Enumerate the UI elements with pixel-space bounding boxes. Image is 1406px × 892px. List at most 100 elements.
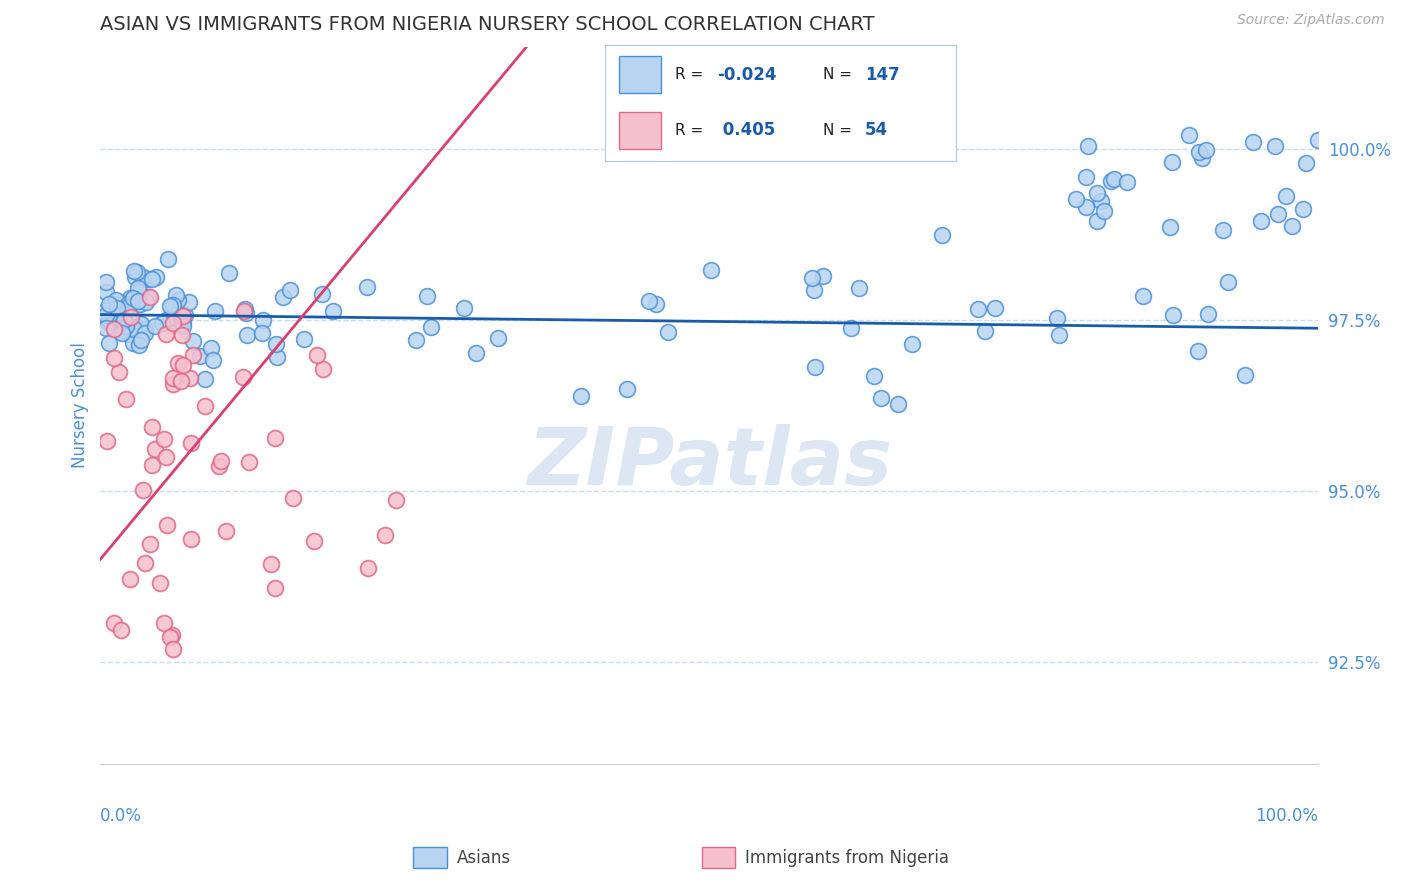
Point: [101, 306, 124, 320]
Point: [848, 281, 870, 295]
Point: [200, 341, 222, 355]
Point: [415, 289, 437, 303]
Point: [657, 326, 679, 340]
Point: [1295, 156, 1317, 170]
Point: [322, 303, 344, 318]
Point: [803, 359, 825, 374]
Point: [159, 310, 181, 325]
Point: [134, 326, 156, 341]
Text: R =: R =: [675, 67, 703, 82]
Point: [1085, 186, 1108, 200]
Text: 100.0%: 100.0%: [1256, 807, 1319, 825]
Point: [112, 319, 135, 334]
Point: [111, 326, 134, 340]
Text: -0.024: -0.024: [717, 66, 776, 84]
Point: [1160, 155, 1182, 169]
Bar: [619, 56, 661, 94]
Point: [143, 442, 166, 456]
Point: [131, 288, 153, 302]
Point: [278, 283, 301, 297]
Point: [1046, 311, 1069, 326]
Point: [159, 630, 181, 644]
Point: [465, 346, 488, 360]
Point: [305, 348, 328, 362]
Point: [115, 317, 138, 331]
Point: [294, 332, 316, 346]
Point: [105, 293, 128, 307]
Point: [122, 291, 145, 305]
Point: [250, 326, 273, 340]
Point: [420, 320, 443, 334]
Point: [141, 458, 163, 472]
Point: [1047, 327, 1070, 342]
Point: [304, 534, 326, 549]
Point: [150, 316, 173, 330]
Point: [180, 532, 202, 546]
Text: ASIAN VS IMMIGRANTS FROM NIGERIA NURSERY SCHOOL CORRELATION CHART: ASIAN VS IMMIGRANTS FROM NIGERIA NURSERY…: [100, 15, 875, 34]
Point: [131, 270, 153, 285]
Point: [103, 351, 125, 365]
Point: [1187, 343, 1209, 358]
Point: [1250, 213, 1272, 227]
Point: [121, 335, 143, 350]
Text: ZIPatlas: ZIPatlas: [527, 424, 891, 502]
Point: [96, 313, 118, 327]
Point: [111, 315, 134, 329]
Y-axis label: Nursery School: Nursery School: [72, 343, 89, 468]
Point: [172, 309, 194, 323]
Point: [96, 311, 118, 326]
Point: [1161, 308, 1184, 322]
Point: [1092, 204, 1115, 219]
Point: [194, 399, 217, 413]
Point: [209, 453, 232, 467]
Point: [120, 310, 142, 325]
Point: [159, 300, 181, 314]
Point: [271, 290, 294, 304]
Point: [156, 518, 179, 533]
Text: N =: N =: [823, 67, 852, 82]
Point: [96, 285, 118, 299]
Point: [1099, 174, 1122, 188]
Text: Asians: Asians: [457, 849, 510, 867]
Point: [141, 419, 163, 434]
Point: [931, 228, 953, 243]
Point: [108, 298, 131, 312]
Point: [233, 301, 256, 316]
Point: [1212, 223, 1234, 237]
Point: [153, 615, 176, 630]
Point: [966, 301, 988, 316]
Point: [162, 316, 184, 330]
Point: [155, 450, 177, 464]
Point: [155, 326, 177, 341]
Point: [98, 308, 121, 322]
Point: [1233, 368, 1256, 383]
Point: [172, 318, 194, 333]
Point: [162, 297, 184, 311]
Point: [311, 287, 333, 301]
Point: [134, 556, 156, 570]
Point: [1218, 275, 1240, 289]
Text: N =: N =: [823, 123, 852, 138]
Point: [118, 572, 141, 586]
Point: [281, 491, 304, 505]
Point: [700, 263, 723, 277]
Point: [139, 536, 162, 550]
Point: [637, 293, 659, 308]
Point: [97, 297, 120, 311]
Point: [125, 320, 148, 334]
Point: [96, 275, 118, 289]
Point: [863, 369, 886, 384]
Point: [96, 303, 118, 318]
Point: [118, 291, 141, 305]
Point: [160, 628, 183, 642]
Point: [179, 370, 201, 384]
Point: [172, 358, 194, 372]
Point: [1076, 170, 1098, 185]
Text: Source: ZipAtlas.com: Source: ZipAtlas.com: [1237, 13, 1385, 28]
Point: [264, 336, 287, 351]
Point: [183, 348, 205, 362]
Point: [167, 356, 190, 370]
Point: [194, 372, 217, 386]
Point: [1116, 175, 1139, 189]
Point: [235, 306, 257, 320]
